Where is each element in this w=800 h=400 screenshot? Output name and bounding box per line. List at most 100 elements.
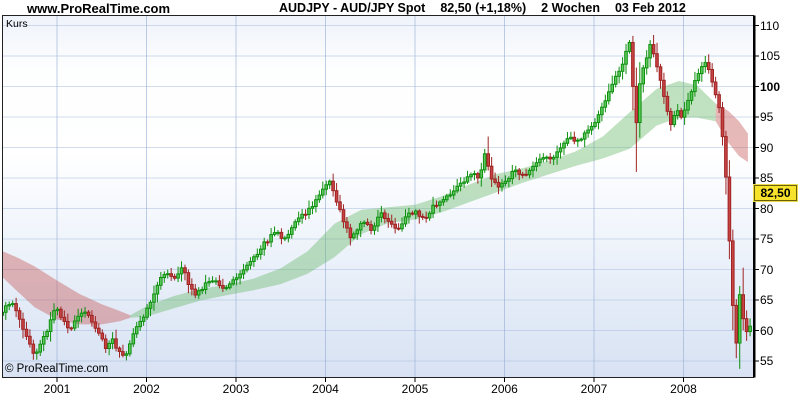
candle	[613, 70, 618, 88]
y-axis-label: 65	[760, 293, 774, 307]
candle	[35, 348, 39, 360]
x-axis-label: 2001	[43, 382, 71, 396]
copyright-watermark: © ProRealTime.com	[5, 363, 109, 375]
candle	[272, 226, 277, 237]
candle	[241, 263, 246, 280]
candle	[472, 170, 477, 181]
candle	[262, 237, 266, 256]
candle	[558, 142, 563, 159]
candle	[431, 196, 435, 219]
candle	[186, 269, 191, 294]
chart-title-bar: AUDJPY - AUD/JPY Spot 82,50 (+1,18%) 2 W…	[279, 1, 686, 15]
candle	[427, 211, 432, 221]
candle	[593, 118, 597, 129]
candle	[720, 101, 725, 146]
candle	[665, 91, 670, 116]
candle	[555, 145, 559, 165]
candle	[193, 284, 198, 299]
candle	[603, 94, 608, 113]
candle	[341, 204, 346, 229]
candle	[45, 329, 49, 340]
candle	[420, 213, 425, 221]
candle	[534, 157, 539, 172]
candle	[741, 267, 746, 331]
candle	[717, 91, 721, 114]
candle	[700, 61, 704, 82]
candle	[596, 110, 601, 130]
candle	[334, 183, 339, 206]
y-axis-label: 70	[760, 262, 774, 277]
candle	[669, 107, 673, 131]
candle	[744, 310, 749, 341]
candle	[458, 177, 463, 192]
candle	[224, 285, 229, 291]
timeframe-label: 2 Wochen	[541, 1, 600, 15]
candle	[617, 66, 621, 84]
candle	[38, 339, 43, 357]
candle	[234, 273, 239, 286]
candle	[90, 310, 94, 327]
candle	[103, 334, 108, 353]
candle	[489, 157, 494, 188]
y-axis-label: 55	[760, 354, 774, 368]
candle	[579, 137, 584, 142]
candle	[734, 299, 739, 359]
candle	[55, 306, 60, 316]
candle	[648, 40, 652, 68]
x-axis-label: 2003	[222, 382, 250, 396]
candle	[290, 224, 294, 239]
candle	[72, 315, 77, 331]
candle	[59, 306, 63, 321]
x-axis-label: 2002	[133, 382, 160, 396]
candle	[624, 44, 628, 75]
candle	[352, 231, 356, 240]
y-axis-label: 85	[760, 171, 774, 185]
candle	[117, 346, 122, 358]
candle	[386, 213, 391, 228]
candle	[451, 185, 456, 200]
x-axis-label: 2006	[491, 382, 518, 396]
candle	[417, 209, 422, 224]
candle	[307, 200, 311, 220]
candle	[128, 340, 132, 357]
candle	[252, 254, 256, 267]
candle	[338, 194, 342, 213]
candle	[482, 148, 487, 173]
candle	[265, 239, 270, 247]
candle	[438, 200, 442, 213]
candle	[134, 321, 139, 338]
candle	[641, 64, 646, 93]
candle	[434, 200, 439, 209]
candle	[462, 177, 466, 188]
candle	[107, 340, 112, 356]
candle	[279, 228, 284, 245]
candle	[7, 301, 11, 311]
candle	[389, 214, 394, 228]
candle	[607, 83, 611, 105]
candle	[465, 170, 470, 184]
x-axis-label: 2004	[312, 382, 339, 396]
candle	[693, 71, 697, 97]
candle	[662, 72, 666, 104]
candle	[548, 152, 553, 164]
candle	[541, 153, 546, 163]
y-axis-label: 100	[760, 79, 781, 94]
candle	[283, 235, 287, 242]
candle	[686, 92, 690, 115]
candle	[545, 155, 549, 163]
candle	[638, 62, 642, 138]
candle	[14, 297, 18, 318]
candle	[572, 131, 577, 145]
candle	[634, 67, 639, 172]
candle	[403, 209, 408, 227]
candle	[300, 208, 304, 224]
candle	[93, 316, 98, 333]
candle	[358, 220, 363, 238]
candle	[79, 308, 84, 323]
candle	[4, 301, 8, 320]
candle	[231, 276, 235, 286]
y-axis-label: 110	[760, 18, 780, 33]
candle	[110, 332, 115, 350]
candle	[365, 218, 370, 227]
